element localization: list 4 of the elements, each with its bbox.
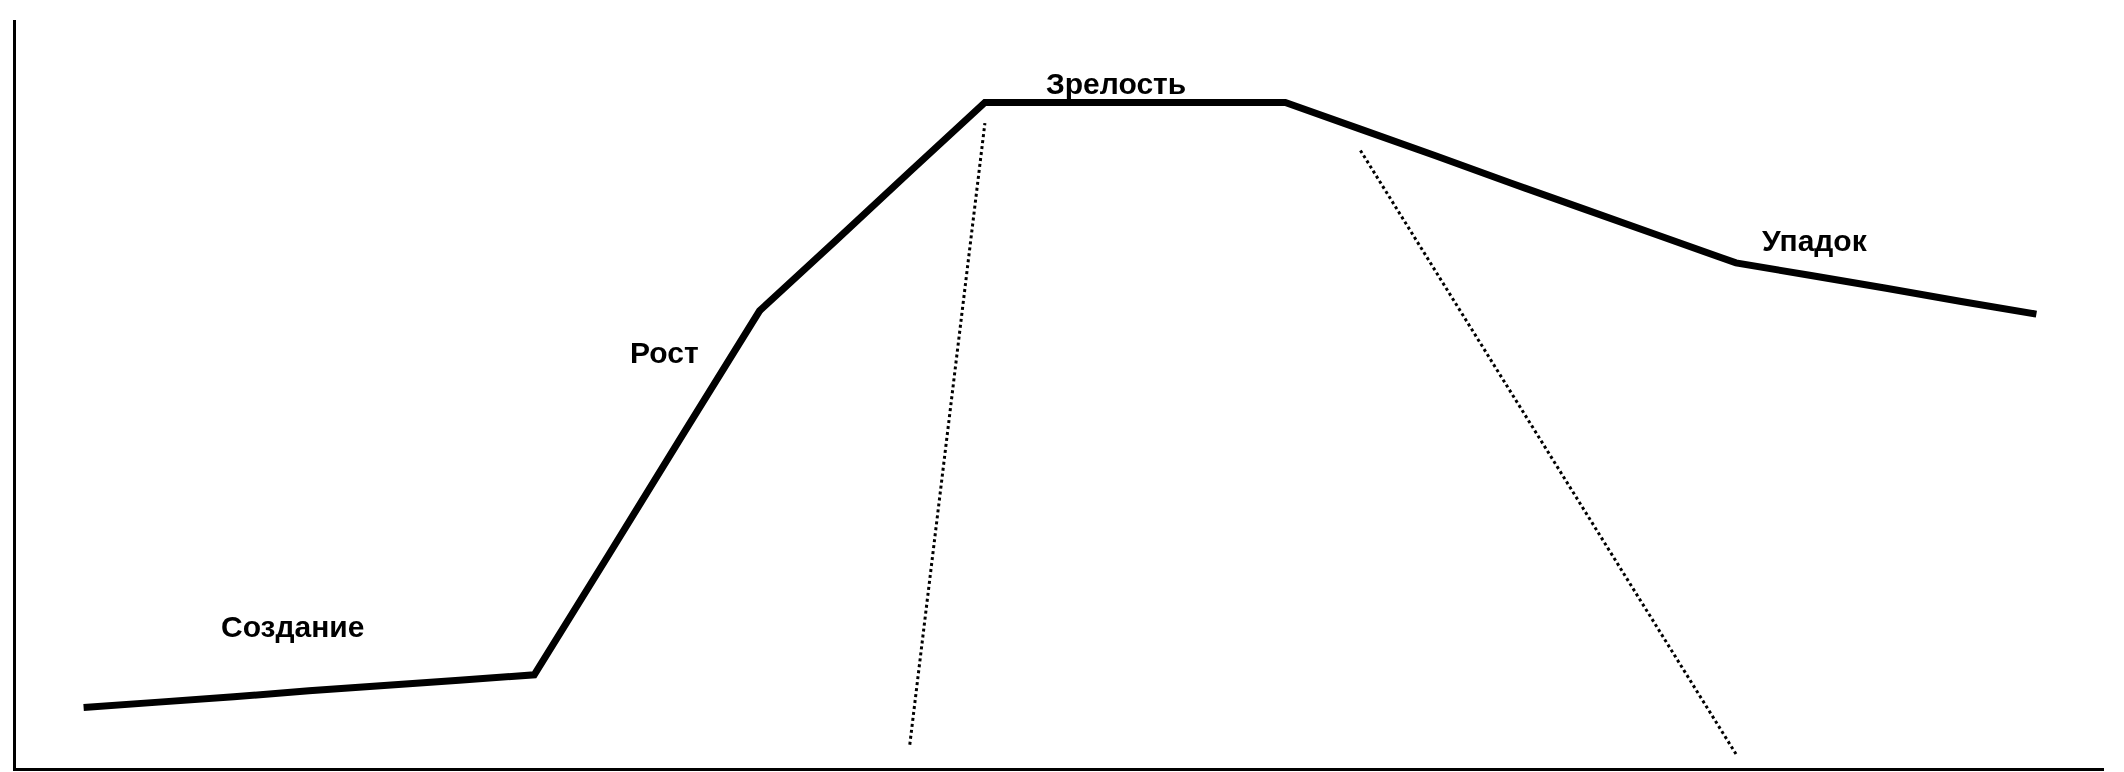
text: Зрелость (1046, 67, 1187, 100)
annotation: Создание (221, 610, 365, 643)
annotation: Упадок (1762, 224, 1868, 257)
annotation: Рост (630, 336, 699, 369)
